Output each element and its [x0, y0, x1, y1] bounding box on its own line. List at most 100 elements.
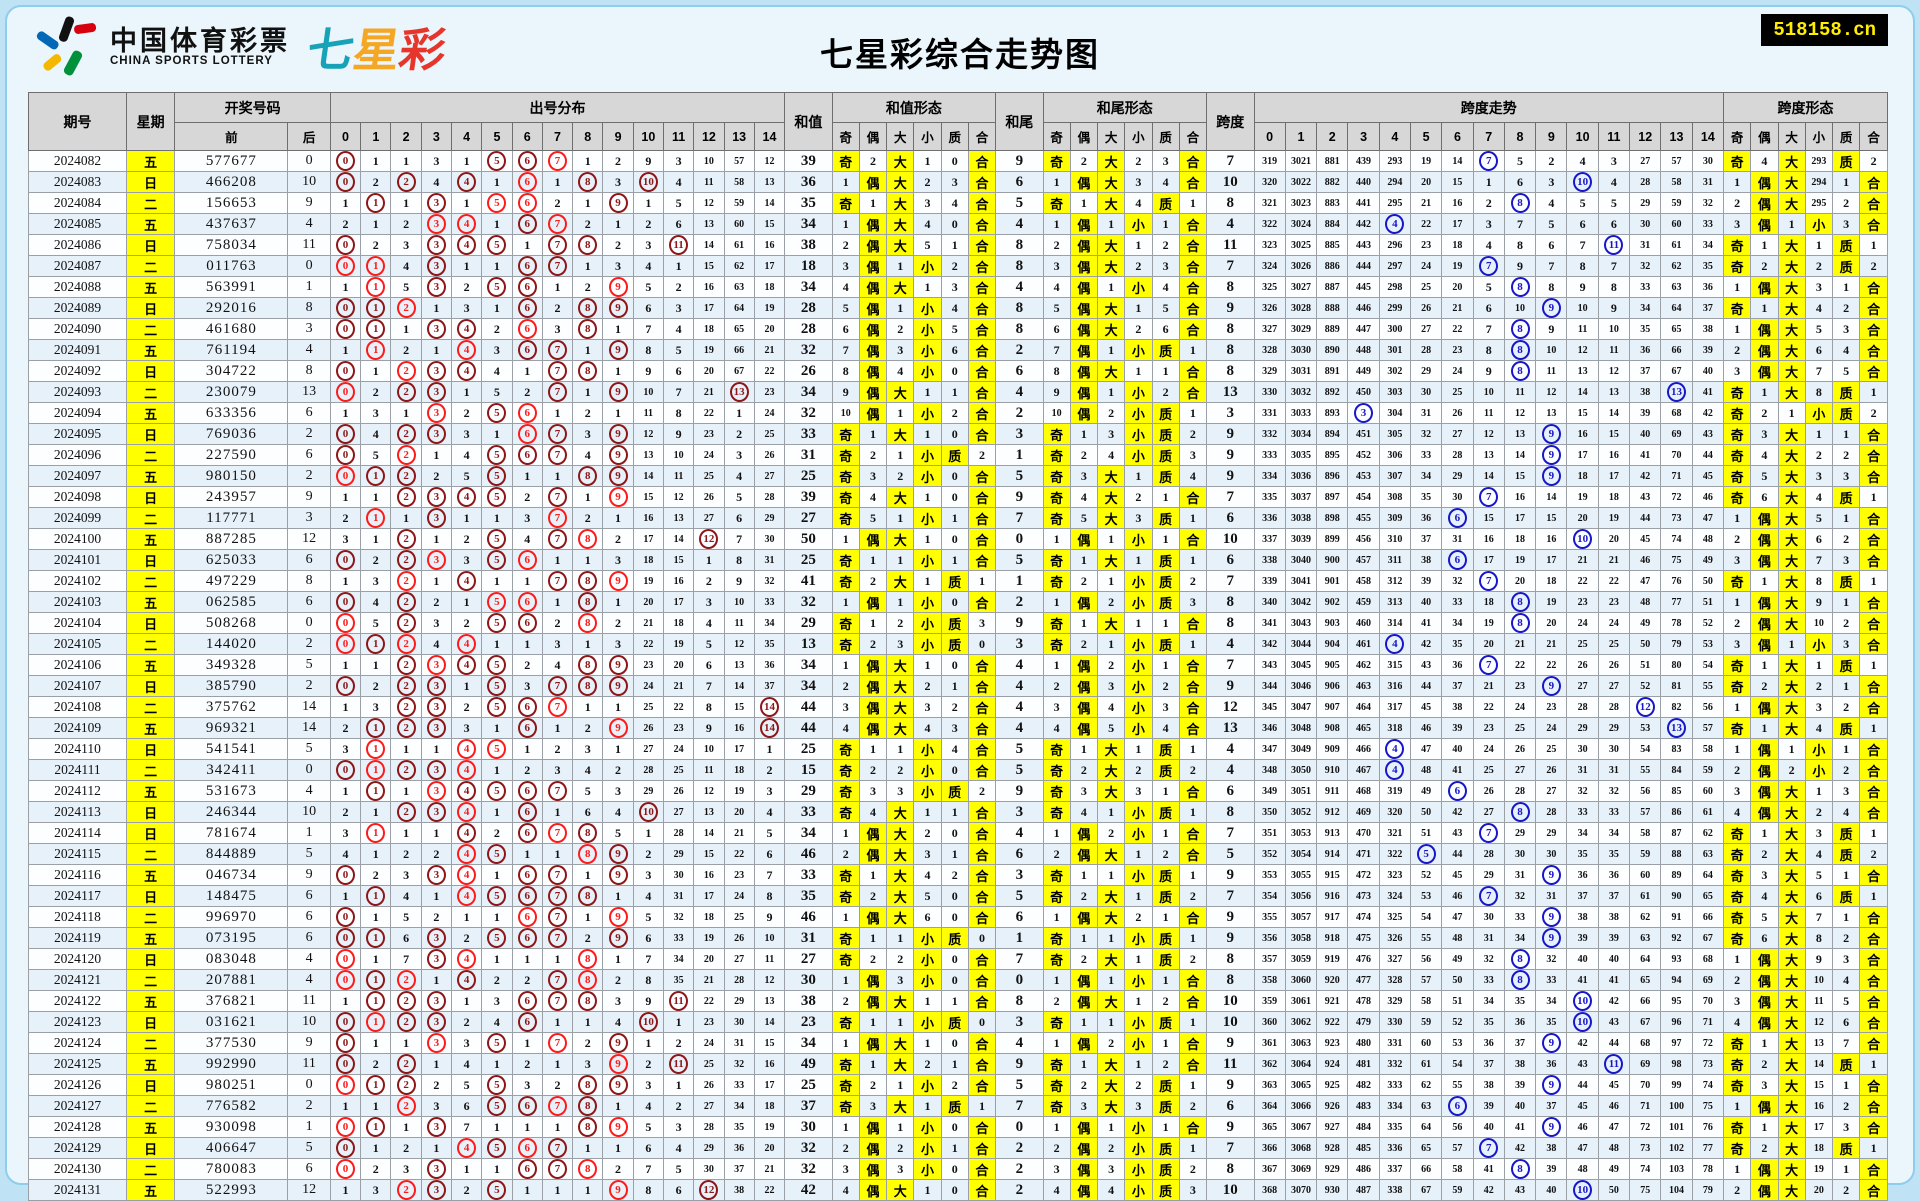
draw-row: 2024115 二 844889 5 4 1 2 2 4 5 1 1 8 9 2 29 15 22 6 46 2 偶大 3 1… — [28, 843, 1888, 865]
digit-dist-cell: 27 — [723, 948, 755, 970]
span-form-cell: 20 — [1804, 1179, 1834, 1201]
digit-dist-cell: 8 — [572, 360, 604, 382]
drawn-digit-circle: 9 — [608, 1180, 628, 1200]
sum-form-cell: 3 — [858, 465, 888, 487]
digit-dist-cell: 3 — [572, 738, 604, 760]
span-form-cell: 2 — [1722, 528, 1752, 550]
drawn-digit-circle: 10 — [638, 802, 658, 822]
span-trend-cell: 24 — [1597, 612, 1631, 634]
digit-dist-cell: 1 — [420, 969, 453, 991]
digit-dist-cell: 27 — [693, 1095, 725, 1117]
tail-form-cell: 偶 — [1069, 297, 1099, 319]
span-trend-cell: 8 — [1503, 339, 1537, 361]
group-header: 开奖号码 — [174, 92, 331, 123]
front-number-cell: 406647 — [174, 1137, 289, 1159]
digit-dist-cell: 3 — [390, 1158, 422, 1180]
digit-dist-cell: 4 — [450, 486, 483, 508]
drawn-digit-circle: 10 — [638, 172, 658, 192]
span-trend-cell: 21 — [1566, 549, 1599, 571]
drawn-digit-circle: 3 — [426, 1012, 446, 1032]
span-trend-cell: 927 — [1316, 1116, 1349, 1138]
span-form-cell: 5 — [1831, 360, 1861, 382]
span-trend-cell: 3026 — [1284, 255, 1318, 277]
span-trend-cell: 909 — [1316, 738, 1349, 760]
period-cell: 2024096 — [28, 444, 127, 466]
sum-form-cell: 4 — [940, 192, 969, 214]
span-trend-cell: 26 — [1535, 759, 1568, 781]
span-trend-cell: 52 — [1691, 612, 1725, 634]
drawn-digit-circle: 5 — [487, 277, 507, 297]
span-trend-cell: 39 — [1441, 717, 1474, 739]
period-cell: 2024131 — [28, 1179, 127, 1201]
digit-dist-cell: 5 — [481, 1032, 513, 1054]
span-trend-cell: 321 — [1378, 822, 1411, 844]
digit-dist-cell: 1 — [360, 843, 392, 865]
span-trend-cell: 60 — [1660, 213, 1693, 235]
period-cell: 2024103 — [28, 591, 127, 613]
back-number-cell: 4 — [287, 213, 331, 235]
sum-value-cell: 34 — [784, 213, 833, 235]
span-trend-cell: 7 — [1472, 150, 1505, 172]
digit-dist-cell: 4 — [450, 822, 483, 844]
span-trend-cell: 50 — [1409, 801, 1443, 823]
digit-dist-cell: 1 — [329, 276, 362, 298]
span-trend-cell: 16 — [1535, 528, 1568, 550]
sum-form-cell: 1 — [913, 801, 942, 823]
front-number-cell: 776582 — [174, 1095, 289, 1117]
span-trend-cell: 3 — [1472, 213, 1505, 235]
tail-form-cell: 1 — [1124, 612, 1153, 634]
sum-value-cell: 25 — [784, 465, 833, 487]
span-trend-cell: 71 — [1629, 1095, 1662, 1117]
span-form-cell: 3 — [1722, 780, 1752, 802]
digit-dist-cell: 6 — [511, 549, 543, 571]
sum-value-cell: 28 — [784, 318, 833, 340]
sum-form-cell: 奇 — [831, 486, 860, 508]
digit-dist-cell: 6 — [723, 507, 755, 529]
digit-dist-cell: 7 — [541, 1032, 574, 1054]
draw-row: 2024120 日 083048 4 0 1 7 3 4 1 1 1 8 1 7 34 20 27 11 27 奇 2 2 小… — [28, 948, 1888, 970]
sum-form-cell: 合 — [967, 402, 997, 424]
sum-form-cell: 偶 — [858, 339, 888, 361]
digit-dist-cell: 11 — [632, 402, 664, 424]
span-trend-cell: 3042 — [1284, 591, 1318, 613]
span-trend-cell: 39 — [1535, 1158, 1568, 1180]
span-trend-cell: 98 — [1660, 1053, 1693, 1075]
digit-dist-cell: 3 — [420, 948, 453, 970]
span-form-cell: 5 — [1804, 507, 1834, 529]
span-trend-cell: 362 — [1253, 1053, 1286, 1075]
sum-form-cell: 偶 — [858, 276, 888, 298]
span-trend-cell: 76 — [1691, 1116, 1725, 1138]
digit-dist-cell: 15 — [693, 255, 725, 277]
span-trend-cell: 36 — [1597, 864, 1631, 886]
span-form-cell: 奇 — [1722, 1032, 1752, 1054]
digit-dist-cell: 3 — [360, 570, 392, 592]
span-trend-cell: 8 — [1503, 234, 1537, 256]
digit-dist-cell: 1 — [390, 780, 422, 802]
digit-dist-cell: 1 — [572, 633, 604, 655]
span-trend-cell: 345 — [1253, 696, 1286, 718]
drawn-digit-circle: 1 — [366, 739, 386, 759]
span-trend-cell: 486 — [1347, 1158, 1380, 1180]
span-form-cell: 4 — [1804, 717, 1834, 739]
digit-dist-cell: 1 — [662, 1011, 695, 1033]
span-form-cell: 奇 — [1722, 885, 1752, 907]
span-value-cell: 8 — [1206, 591, 1255, 613]
digit-dist-cell: 8 — [693, 696, 725, 718]
drawn-digit-circle: 1 — [366, 634, 386, 654]
digit-dist-cell: 0 — [329, 444, 362, 466]
sum-tail-cell: 2 — [995, 1179, 1044, 1201]
drawn-digit-circle: 2 — [396, 718, 416, 738]
drawn-digit-circle: 6 — [517, 823, 537, 843]
sum-form-cell: 奇 — [831, 612, 860, 634]
span-form-cell: 1 — [1859, 717, 1888, 739]
span-trend-cell: 78 — [1660, 612, 1693, 634]
span-trend-cell: 48 — [1409, 759, 1443, 781]
span-form-cell: 合 — [1859, 612, 1888, 634]
drawn-digit-circle: 4 — [457, 949, 477, 969]
tail-form-cell: 小 — [1124, 444, 1153, 466]
span-trend-cell: 925 — [1316, 1074, 1349, 1096]
span-trend-cell: 40 — [1441, 738, 1474, 760]
span-form-cell: 合 — [1859, 1116, 1888, 1138]
span-trend-cell: 9 — [1535, 1116, 1568, 1138]
draw-row: 2024104 日 508268 0 0 5 2 3 2 5 6 2 8 2 21 18 4 11 34 29 奇 1 2 小… — [28, 612, 1888, 634]
